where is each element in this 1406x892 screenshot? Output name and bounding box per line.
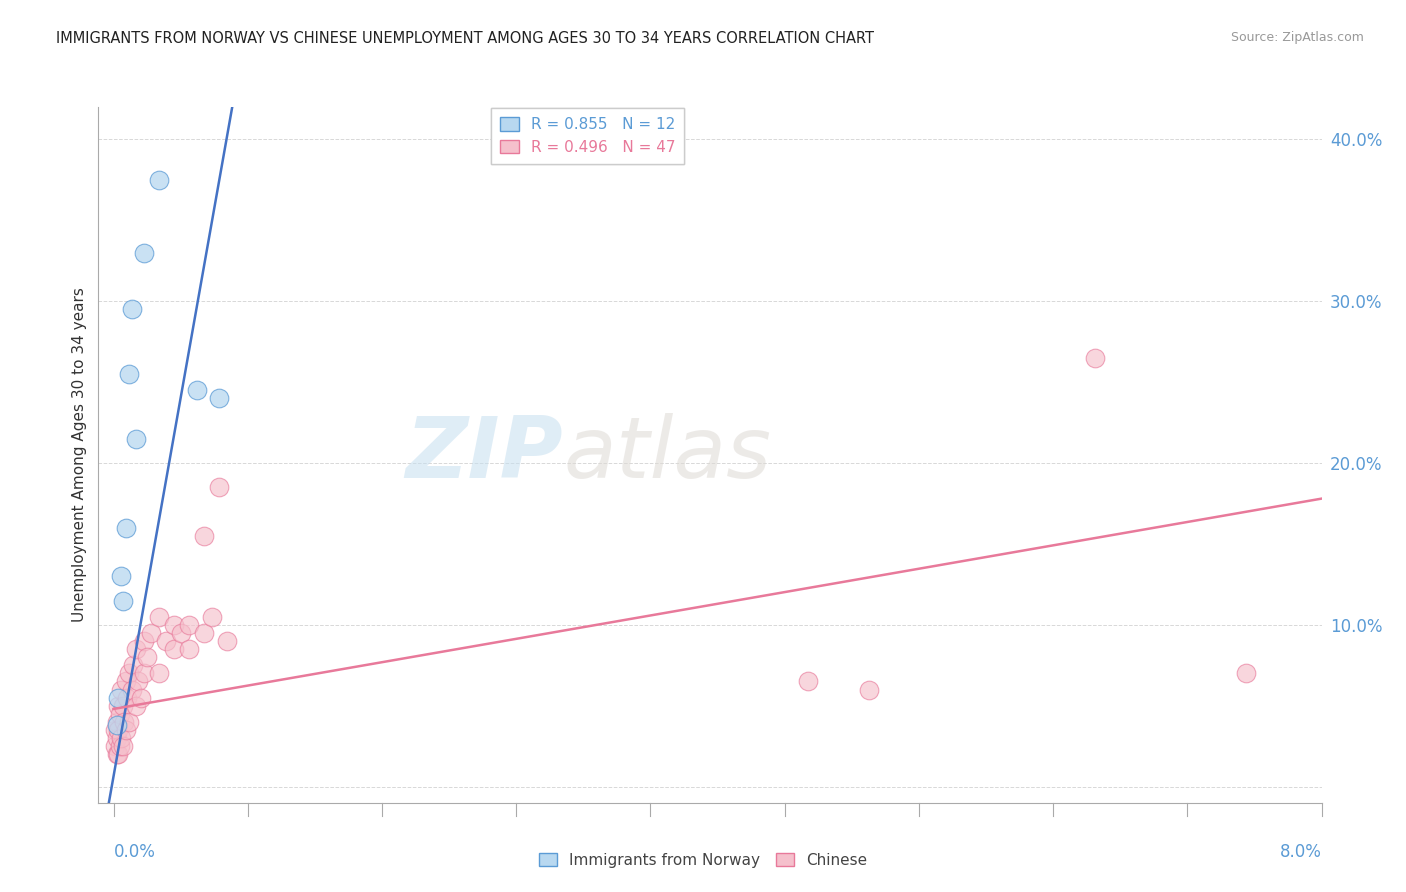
Point (117, 367, 139, 381)
Point (111, 739, 134, 754)
Point (163, 642, 186, 657)
Point (108, 739, 131, 754)
Point (114, 521, 136, 535)
Point (107, 747, 129, 762)
Point (104, 723, 127, 737)
Point (111, 593, 134, 607)
Point (193, 626, 215, 640)
Point (110, 731, 132, 745)
Point (122, 658, 145, 673)
Text: Source: ZipAtlas.com: Source: ZipAtlas.com (1230, 31, 1364, 45)
Point (104, 739, 127, 754)
Text: 8.0%: 8.0% (1279, 843, 1322, 862)
Point (105, 731, 128, 745)
Point (132, 245, 155, 260)
Point (107, 698, 129, 713)
Text: ZIP: ZIP (405, 413, 564, 497)
Point (208, 392, 231, 406)
Point (117, 714, 139, 729)
Point (177, 617, 200, 632)
Point (148, 173, 170, 187)
Point (170, 626, 193, 640)
Point (121, 302, 143, 317)
Point (135, 650, 157, 665)
Point (858, 682, 880, 697)
Point (117, 666, 139, 681)
Point (1234, 666, 1257, 681)
Point (129, 690, 152, 705)
Point (177, 642, 200, 657)
Point (201, 609, 224, 624)
Point (193, 529, 215, 543)
Legend: Immigrants from Norway, Chinese: Immigrants from Norway, Chinese (531, 845, 875, 875)
Point (163, 617, 186, 632)
Point (105, 747, 128, 762)
Point (186, 383, 208, 397)
Point (108, 706, 131, 721)
Point (208, 480, 231, 494)
Point (215, 634, 238, 648)
Point (121, 682, 143, 697)
Point (110, 569, 132, 583)
Point (114, 723, 136, 737)
Legend: R = 0.855   N = 12, R = 0.496   N = 47: R = 0.855 N = 12, R = 0.496 N = 47 (491, 108, 685, 164)
Point (155, 634, 177, 648)
Point (110, 682, 132, 697)
Point (141, 626, 163, 640)
Text: atlas: atlas (564, 413, 772, 497)
Point (115, 690, 138, 705)
Point (125, 432, 148, 446)
Point (114, 674, 136, 689)
Point (111, 698, 134, 713)
Point (107, 690, 129, 705)
Point (132, 634, 155, 648)
Point (125, 642, 148, 657)
Point (797, 674, 820, 689)
Y-axis label: Unemployment Among Ages 30 to 34 years: Unemployment Among Ages 30 to 34 years (72, 287, 87, 623)
Point (1084, 351, 1107, 365)
Point (105, 714, 128, 729)
Point (148, 666, 170, 681)
Point (107, 723, 129, 737)
Point (148, 609, 170, 624)
Text: 0.0%: 0.0% (114, 843, 156, 862)
Text: IMMIGRANTS FROM NORWAY VS CHINESE UNEMPLOYMENT AMONG AGES 30 TO 34 YEARS CORRELA: IMMIGRANTS FROM NORWAY VS CHINESE UNEMPL… (56, 31, 875, 46)
Point (127, 674, 149, 689)
Point (105, 718, 128, 732)
Point (132, 666, 155, 681)
Point (125, 698, 148, 713)
Point (112, 714, 135, 729)
